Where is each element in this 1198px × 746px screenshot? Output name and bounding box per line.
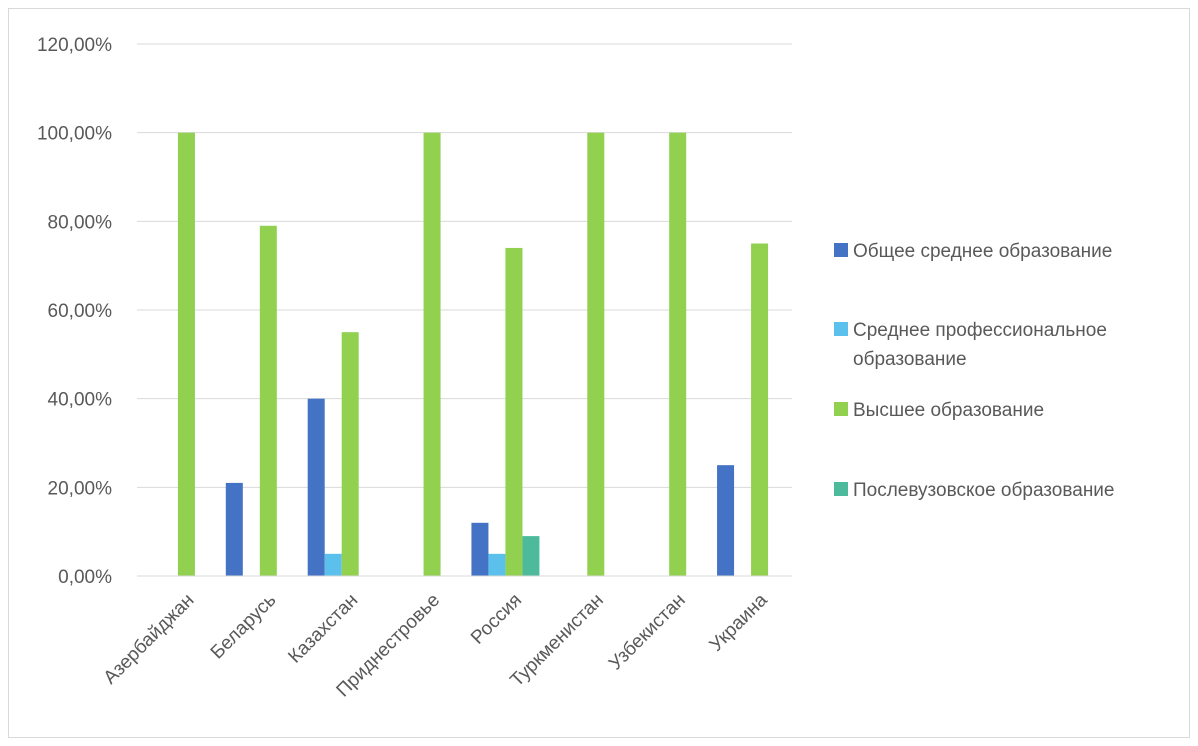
bar-1-5 [471,522,489,576]
legend-swatch [834,243,848,257]
legend-label-line: Общее среднее образование [853,241,1112,262]
legend-label: Общее среднее образование [853,241,1112,262]
y-tick-label: 20,00% [48,478,113,499]
bar-2-3 [324,553,342,576]
bar-4-5 [522,536,540,576]
x-tick-label: Россия [467,590,526,649]
gridlines [137,43,792,488]
legend-label-line: Послевузовское образование [853,480,1115,501]
x-tick-label: Беларусь [207,590,281,664]
legend: Общее среднее образование Среднее професс… [834,241,1115,501]
legend-label: Среднее профессиональное образование [853,320,1107,370]
legend-label-line: Среднее профессиональное [853,320,1107,341]
legend-label: Послевузовское образование [853,480,1115,501]
bar-3-8 [751,243,769,576]
y-tick-label: 80,00% [48,212,113,233]
bar-1-2 [225,482,243,576]
bar-3-1 [177,132,195,577]
y-tick-label: 100,00% [37,124,112,145]
legend-swatch [834,322,848,336]
bar-1-8 [717,465,735,576]
y-tick-label: 120,00% [37,35,112,56]
x-tick-label: Украина [706,589,772,655]
bar-3-3 [341,332,359,576]
legend-item-1: Общее среднее образование [834,241,1112,262]
legend-item-2: Среднее профессиональное образование [834,320,1107,370]
y-tick-label: 40,00% [48,390,113,411]
legend-item-3: Высшее образование [834,400,1044,421]
bar-3-2 [259,225,277,576]
bar-3-6 [587,132,605,577]
y-tick-label: 60,00% [48,301,113,322]
legend-item-4: Послевузовское образование [834,480,1115,501]
bar-3-5 [505,247,523,576]
bar-3-7 [669,132,687,577]
bar-2-5 [488,553,506,576]
legend-label-line: Высшее образование [853,400,1044,421]
legend-label: Высшее образование [853,400,1044,421]
bar-3-4 [423,132,441,577]
y-axis-tick-labels: 0,00% 20,00% 40,00% 60,00% 80,00% 100,00% 120,… [37,35,112,588]
x-tick-label: Азербайджан [100,590,199,689]
x-axis-tick-labels: Азербайджан Беларусь КазахстанПриднестровь… [100,589,772,701]
legend-swatch [834,402,848,416]
x-tick-label: Узбекистан [605,590,690,675]
legend-swatch [834,482,848,496]
y-tick-label: 0,00% [58,567,112,588]
x-tick-label: Казахстан [284,590,362,668]
bars [177,132,769,577]
legend-label-line: образование [853,349,967,370]
bar-1-3 [307,398,325,576]
